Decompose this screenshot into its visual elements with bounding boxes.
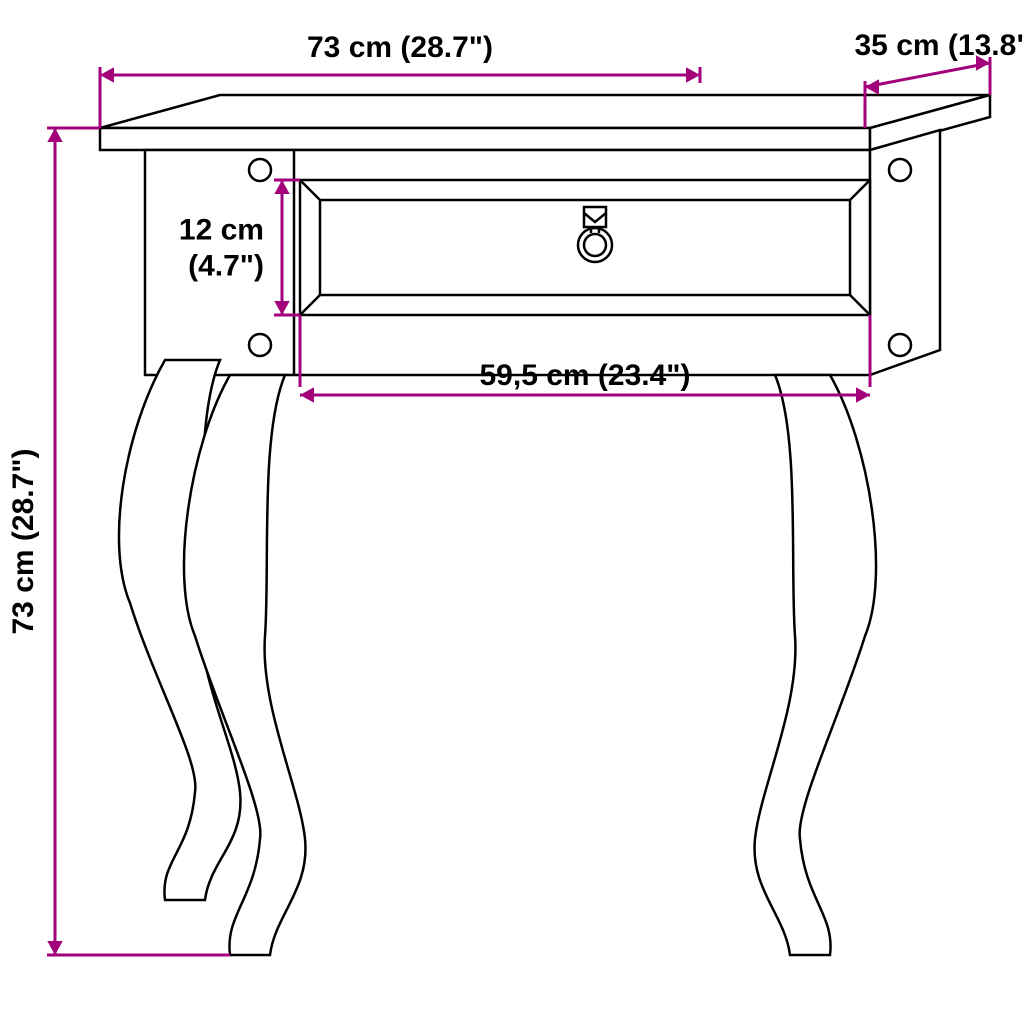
svg-text:73 cm (28.7"): 73 cm (28.7") bbox=[7, 449, 40, 635]
svg-text:73 cm (28.7"): 73 cm (28.7") bbox=[307, 31, 493, 64]
svg-text:59,5 cm (23.4"): 59,5 cm (23.4") bbox=[479, 359, 690, 392]
svg-text:35 cm (13.8"): 35 cm (13.8") bbox=[855, 29, 1024, 62]
svg-text:(4.7"): (4.7") bbox=[188, 250, 264, 283]
svg-text:12 cm: 12 cm bbox=[179, 214, 264, 247]
